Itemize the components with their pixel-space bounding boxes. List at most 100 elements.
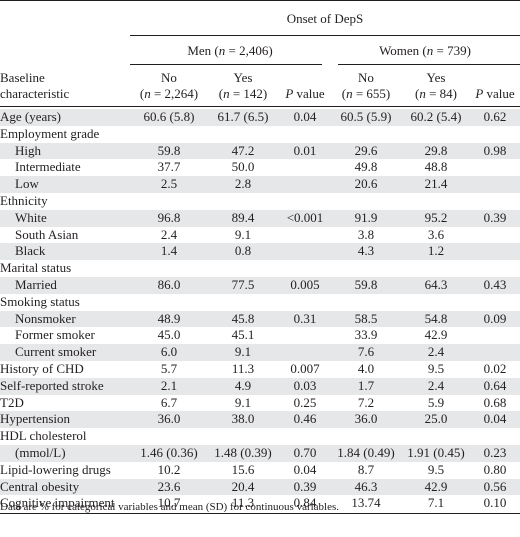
row-label-heading-2: characteristic [0, 86, 70, 101]
cell-men-yes: 38.0 [231, 411, 255, 427]
cell-men-no: 37.7 [157, 159, 181, 175]
cell-men-pvalue: 0.84 [293, 495, 317, 511]
cell-men-pvalue: 0.31 [293, 310, 317, 326]
cell-men-yes: 15.6 [231, 461, 255, 477]
group-heading-men: Men (n = 2,406) [187, 43, 273, 58]
header-bottom-rule [0, 106, 520, 107]
cell-women-pvalue: 0.04 [483, 411, 507, 427]
cell-men-pvalue: 0.04 [293, 109, 317, 124]
cell-women-no: 1.84 (0.49) [337, 444, 395, 460]
table-row: White 96.8 89.4 <0.001 91.9 95.2 0.39 [0, 209, 520, 227]
table-row: Smoking status [0, 294, 520, 311]
cell-men-yes: 9.1 [234, 344, 252, 360]
col-women-no-1: No [358, 70, 374, 85]
cell-women-pvalue: 0.80 [483, 461, 507, 477]
cell-women-yes: 9.5 [427, 461, 445, 477]
cell-men-no: 59.8 [157, 142, 181, 158]
col-men-no-1: No [161, 70, 177, 85]
row-label: Low [15, 176, 39, 192]
cell-men-no: 1.46 (0.36) [140, 444, 198, 460]
cell-women-yes: 54.8 [424, 310, 448, 326]
row-label: Married [15, 276, 57, 292]
table-row: Ethnicity [0, 193, 520, 210]
cell-women-no: 36.0 [354, 411, 378, 427]
cell-men-yes: 45.8 [231, 310, 255, 326]
row-label: White [15, 209, 47, 225]
cell-women-pvalue: 0.68 [483, 394, 507, 410]
col-men-yes-1: Yes [233, 70, 253, 85]
cell-men-no: 5.7 [160, 360, 178, 376]
cell-men-no: 2.5 [160, 176, 178, 192]
cell-men-no: 96.8 [157, 209, 181, 225]
cell-men-yes: 2.8 [234, 176, 252, 192]
cell-men-yes: 1.48 (0.39) [214, 444, 272, 460]
cell-men-pvalue: 0.70 [293, 444, 317, 460]
bottom-rule [0, 513, 520, 514]
table-row: Low 2.5 2.8 20.6 21.4 [0, 176, 520, 193]
table-header: Onset of DepS Men (n = 2,406) Women (n =… [0, 0, 520, 108]
table-row: Married 86.0 77.5 0.005 59.8 64.3 0.43 [0, 276, 520, 294]
table-row: Black 1.4 0.8 4.3 1.2 [0, 243, 520, 261]
table-row: Self-reported stroke 2.1 4.9 0.03 1.7 2.4 0.64 [0, 377, 520, 395]
table-body: Age (years) 60.6 (5.8) 61.7 (6.5) 0.04 60.5 … [0, 109, 520, 512]
cell-men-no: 36.0 [157, 411, 181, 427]
table-row: Cognitive impairment 10.7 11.3 0.84 13.74 7.1… [0, 495, 520, 512]
cell-men-pvalue: 0.04 [293, 461, 317, 477]
col-men-pvalue: P value [285, 86, 325, 101]
cell-women-yes: 95.2 [424, 209, 448, 225]
cell-men-yes: 77.5 [231, 276, 255, 292]
row-label: Lipid-lowering drugs [0, 461, 111, 477]
cell-men-no: 48.9 [157, 310, 181, 326]
cell-women-yes: 2.4 [427, 344, 445, 360]
row-label: History of CHD [0, 360, 84, 376]
row-label: Marital status [0, 260, 72, 276]
men-group-rule [130, 64, 322, 65]
cell-women-pvalue: 0.09 [483, 310, 507, 326]
cell-men-yes: 89.4 [231, 209, 255, 225]
table-row: Employment grade [0, 126, 520, 143]
cell-men-no: 6.7 [160, 394, 178, 410]
cell-women-yes: 64.3 [424, 276, 448, 292]
row-label: Nonsmoker [15, 310, 76, 326]
cell-men-yes: 61.7 (6.5) [217, 109, 269, 124]
cell-men-pvalue: 0.03 [293, 377, 317, 393]
cell-women-pvalue: 0.64 [483, 377, 507, 393]
cell-men-no: 86.0 [157, 276, 181, 292]
footnote: Data are % for categorical variables and… [0, 501, 340, 513]
table-row: History of CHD 5.7 11.3 0.007 4.0 9.5 0.02 [0, 361, 520, 378]
cell-women-yes: 7.1 [427, 495, 445, 511]
cell-women-yes: 42.9 [424, 327, 448, 343]
cell-women-yes: 3.6 [427, 226, 445, 242]
cell-women-no: 8.7 [357, 461, 375, 477]
cell-women-no: 49.8 [354, 159, 378, 175]
row-label: Central obesity [0, 478, 80, 494]
table-row: Hypertension 36.0 38.0 0.46 36.0 25.0 0.04 [0, 411, 520, 429]
row-label: Current smoker [15, 344, 97, 360]
top-rule [0, 0, 520, 1]
cell-women-no: 58.5 [354, 310, 378, 326]
cell-men-pvalue: 0.007 [290, 360, 320, 376]
cell-men-pvalue: 0.01 [293, 142, 317, 158]
col-women-yes-2: (n = 84) [414, 86, 457, 101]
cell-men-no: 1.4 [160, 243, 178, 259]
cell-women-no: 29.6 [354, 142, 378, 158]
cell-men-yes: 11.3 [231, 360, 255, 376]
table-row: Marital status [0, 260, 520, 277]
row-label: Smoking status [0, 293, 80, 309]
row-label: Employment grade [0, 125, 100, 141]
row-label: Cognitive impairment [0, 495, 115, 511]
row-label: Self-reported stroke [0, 377, 104, 393]
cell-men-yes: 11.3 [231, 495, 255, 511]
row-label: Former smoker [15, 327, 95, 343]
cell-men-yes: 4.9 [234, 377, 252, 393]
cell-women-pvalue: 0.39 [483, 209, 507, 225]
cell-women-no: 3.8 [357, 226, 375, 242]
col-women-yes-1: Yes [426, 70, 446, 85]
women-group-rule [338, 64, 520, 65]
table-row: Intermediate 37.7 50.0 49.8 48.8 [0, 159, 520, 176]
row-label: Black [15, 243, 46, 259]
cell-women-no: 7.2 [357, 394, 375, 410]
cell-men-no: 2.4 [160, 226, 178, 242]
cell-men-no: 10.2 [157, 461, 181, 477]
cell-women-no: 91.9 [354, 209, 378, 225]
